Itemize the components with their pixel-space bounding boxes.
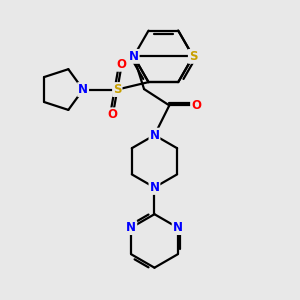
Text: O: O xyxy=(191,99,201,112)
Text: N: N xyxy=(78,83,88,96)
Text: N: N xyxy=(126,221,136,234)
Text: N: N xyxy=(149,181,160,194)
Text: S: S xyxy=(189,50,197,63)
Text: O: O xyxy=(117,58,127,71)
Text: O: O xyxy=(108,108,118,121)
Text: S: S xyxy=(113,83,122,96)
Text: N: N xyxy=(149,129,160,142)
Text: N: N xyxy=(129,50,139,63)
Text: N: N xyxy=(172,221,183,234)
